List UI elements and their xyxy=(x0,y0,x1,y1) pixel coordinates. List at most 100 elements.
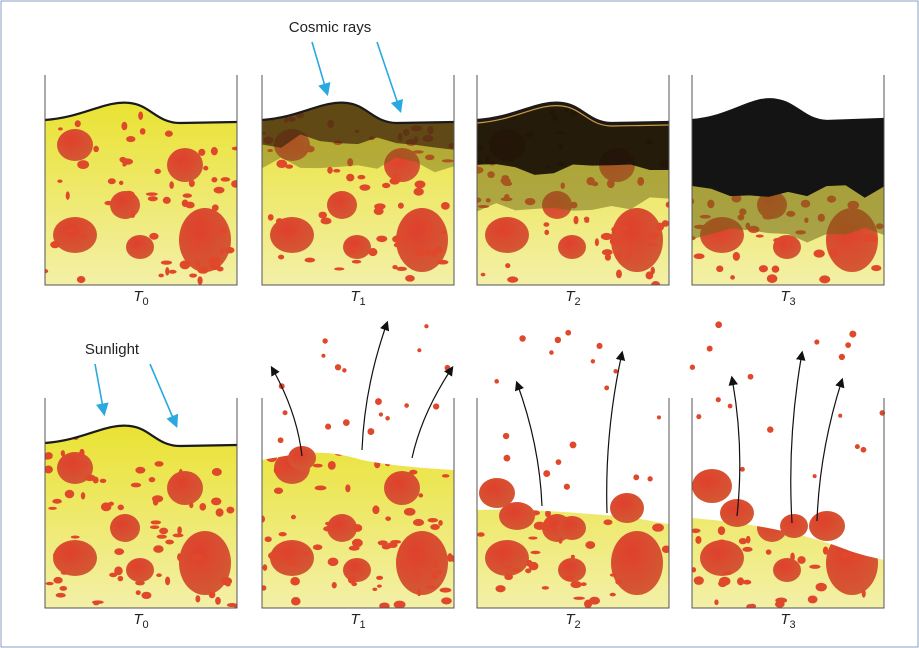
grain xyxy=(438,520,443,526)
grain xyxy=(61,571,68,575)
grain xyxy=(766,549,772,554)
grain xyxy=(647,447,657,453)
grain xyxy=(656,223,664,231)
rock xyxy=(826,531,878,595)
grain xyxy=(426,585,437,589)
grain xyxy=(415,180,426,188)
grain xyxy=(118,505,124,511)
grain xyxy=(601,233,613,240)
figure: Cosmic rays Sunlight T0T1T2T3T0T1T2T3 xyxy=(0,0,919,648)
dust xyxy=(740,467,745,472)
grain xyxy=(372,505,379,514)
dust xyxy=(715,321,722,328)
dust xyxy=(690,365,695,370)
exposed-rock xyxy=(692,469,732,503)
dust xyxy=(424,324,428,328)
sediment xyxy=(259,398,456,609)
grain xyxy=(372,588,377,591)
ejection-arrow xyxy=(732,378,740,516)
grain xyxy=(610,593,616,597)
grain xyxy=(189,273,197,277)
grain xyxy=(165,267,169,275)
grain xyxy=(442,474,450,477)
grain xyxy=(480,444,489,449)
panel: T0 xyxy=(42,398,240,631)
grain xyxy=(414,573,421,578)
grain xyxy=(189,156,193,160)
grain xyxy=(328,558,339,566)
grain xyxy=(613,442,619,450)
grain xyxy=(505,263,510,268)
grain xyxy=(440,588,452,593)
grain xyxy=(861,540,871,547)
grain xyxy=(573,597,585,600)
grain xyxy=(629,444,635,449)
grain xyxy=(315,485,327,490)
grain xyxy=(274,467,282,475)
grain xyxy=(212,468,222,476)
grain xyxy=(313,544,323,550)
rock xyxy=(384,471,420,505)
grain xyxy=(666,202,671,208)
grain xyxy=(437,260,449,265)
grain xyxy=(394,601,406,609)
grain xyxy=(635,566,642,571)
dust xyxy=(494,379,499,384)
grain xyxy=(860,479,864,487)
grain xyxy=(177,526,182,534)
rock xyxy=(167,148,203,182)
dust xyxy=(696,414,701,419)
grain xyxy=(565,437,574,442)
grain xyxy=(165,576,170,585)
dust xyxy=(838,414,842,418)
panel: T3 xyxy=(688,75,887,308)
dust xyxy=(549,350,554,355)
grain xyxy=(348,576,357,584)
grain xyxy=(852,555,863,562)
grain xyxy=(198,149,205,156)
grain xyxy=(323,526,333,532)
grain xyxy=(425,249,431,255)
panel: T1 xyxy=(259,75,458,308)
grain xyxy=(122,164,126,167)
grain xyxy=(652,523,664,531)
grain xyxy=(302,552,310,556)
grain xyxy=(862,589,866,597)
grain xyxy=(615,579,622,584)
grain xyxy=(394,243,400,248)
grain xyxy=(146,192,158,195)
grain xyxy=(74,468,80,472)
grain xyxy=(151,520,162,524)
grain xyxy=(149,477,156,482)
grain xyxy=(503,565,513,568)
grain xyxy=(854,550,860,555)
page: Cosmic rays Sunlight T0T1T2T3T0T1T2T3 ((… xyxy=(0,0,919,648)
grain xyxy=(564,574,574,580)
grain xyxy=(404,508,416,516)
grain xyxy=(545,518,550,526)
grain xyxy=(759,265,768,272)
grain xyxy=(216,508,224,517)
grain xyxy=(189,180,195,187)
dust xyxy=(814,339,819,344)
grain xyxy=(400,561,412,569)
dust xyxy=(321,354,325,358)
grain xyxy=(54,431,66,439)
time-subscript: 0 xyxy=(143,296,149,308)
grain xyxy=(436,570,441,575)
grain xyxy=(717,540,727,546)
rock xyxy=(126,558,154,582)
grain xyxy=(50,241,60,248)
dust xyxy=(748,374,754,380)
grain xyxy=(268,214,274,220)
grain xyxy=(278,255,284,260)
grain xyxy=(390,540,401,544)
grain xyxy=(807,441,815,445)
grain xyxy=(739,538,747,544)
grain xyxy=(809,445,816,449)
grain xyxy=(772,473,778,480)
time-label: T3 xyxy=(780,611,795,631)
grain xyxy=(100,479,107,483)
grain xyxy=(225,247,234,253)
panel: T3 xyxy=(690,321,886,631)
